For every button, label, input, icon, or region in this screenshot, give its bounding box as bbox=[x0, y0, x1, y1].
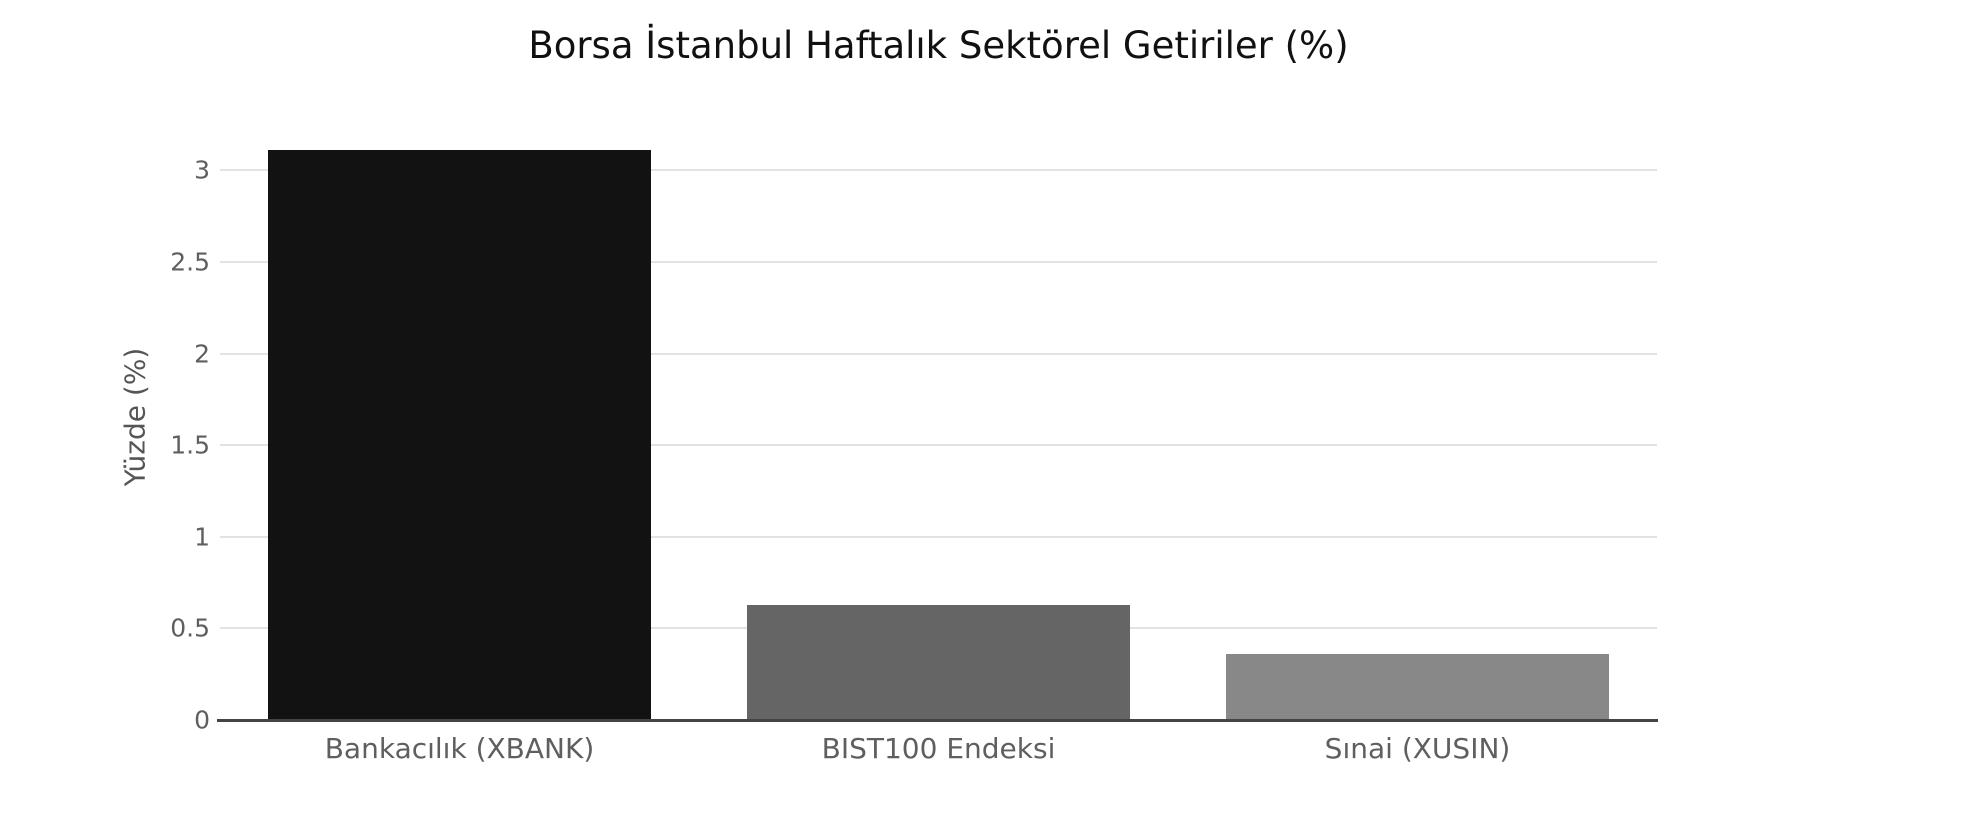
gridline bbox=[220, 535, 1657, 538]
category-label: BIST100 Endeksi bbox=[821, 732, 1056, 765]
gridline bbox=[220, 169, 1657, 172]
y-axis-title: Yüzde (%) bbox=[118, 347, 152, 487]
y-tick-label: 2.5 bbox=[170, 247, 210, 277]
bar bbox=[746, 604, 1131, 720]
y-tick-label: 1 bbox=[194, 522, 210, 552]
gridline bbox=[220, 352, 1657, 355]
category-label: Bankacılık (XBANK) bbox=[324, 732, 595, 765]
chart-title: Borsa İstanbul Haftalık Sektörel Getiril… bbox=[528, 24, 1349, 67]
y-tick-label: 1.5 bbox=[170, 430, 210, 460]
y-tick-label: 0 bbox=[194, 705, 210, 735]
x-axis-line bbox=[217, 719, 1658, 722]
bar bbox=[267, 150, 652, 720]
gridline bbox=[220, 261, 1657, 264]
gridline bbox=[220, 444, 1657, 447]
y-tick-label: 3 bbox=[194, 155, 210, 185]
bar bbox=[1225, 654, 1610, 720]
y-tick-label: 2 bbox=[194, 339, 210, 369]
category-label: Sınai (XUSIN) bbox=[1324, 732, 1511, 765]
y-tick-label: 0.5 bbox=[170, 613, 210, 643]
plot-area bbox=[220, 110, 1657, 720]
